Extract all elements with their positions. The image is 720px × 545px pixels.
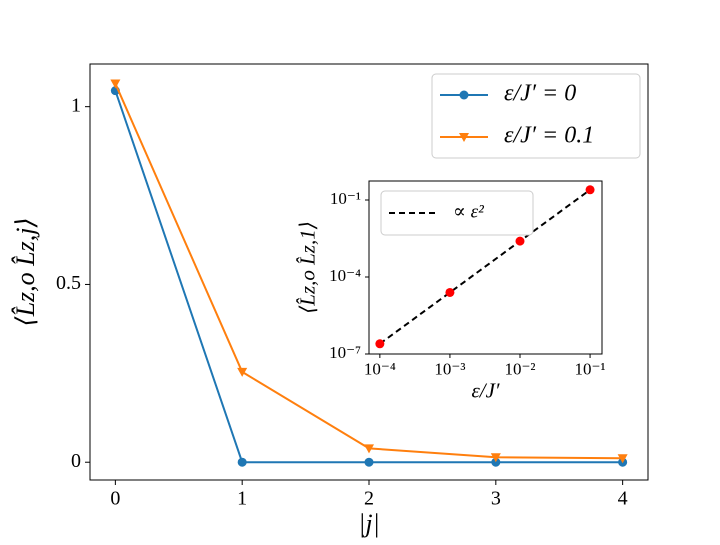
x-tick-label: 10⁻⁴: [364, 360, 396, 379]
x-tick-label: 2: [364, 488, 374, 510]
y-tick-label: 1: [71, 94, 81, 116]
marker: [364, 444, 374, 454]
marker: [364, 457, 374, 467]
legend-marker: [459, 133, 469, 142]
x-tick-label: 4: [618, 488, 628, 510]
marker: [515, 236, 525, 246]
x-tick-label: 10⁻¹: [575, 360, 606, 379]
x-tick-label: 10⁻³: [434, 360, 465, 379]
series-line: [379, 188, 591, 345]
y-tick-label: 10⁻⁷: [329, 343, 361, 362]
x-axis-label: |j|: [358, 509, 380, 538]
legend-label: ε/J′ = 0: [504, 81, 576, 107]
marker: [585, 185, 595, 195]
x-tick-label: 0: [110, 488, 120, 510]
marker: [110, 79, 121, 89]
marker: [237, 457, 247, 467]
axes-frame: [368, 180, 603, 355]
x-tick-label: 1: [237, 488, 247, 510]
marker: [617, 454, 628, 464]
marker: [490, 453, 501, 463]
legend-label: ∝ ε²: [453, 201, 484, 222]
y-tick-label: 0.5: [56, 272, 81, 294]
legend-marker: [459, 90, 469, 100]
y-tick-label: 10⁻⁴: [329, 266, 361, 285]
marker: [445, 287, 455, 297]
y-tick-label: 0: [71, 450, 81, 472]
x-tick-label: 10⁻²: [504, 360, 535, 379]
y-axis-label: ⟨L̂z,o L̂z,1⟩: [296, 221, 320, 314]
x-tick-label: 3: [491, 488, 501, 510]
legend-label: ε/J′ = 0.1: [504, 123, 594, 149]
marker: [237, 367, 248, 377]
x-axis-label: ε/J′: [471, 379, 499, 403]
y-axis-label: ⟨L̂z,o L̂z,j⟩: [11, 217, 40, 326]
axes-frame: [89, 63, 649, 481]
legend-box: [380, 190, 534, 236]
marker: [375, 339, 385, 349]
y-tick-label: 10⁻¹: [330, 189, 361, 208]
